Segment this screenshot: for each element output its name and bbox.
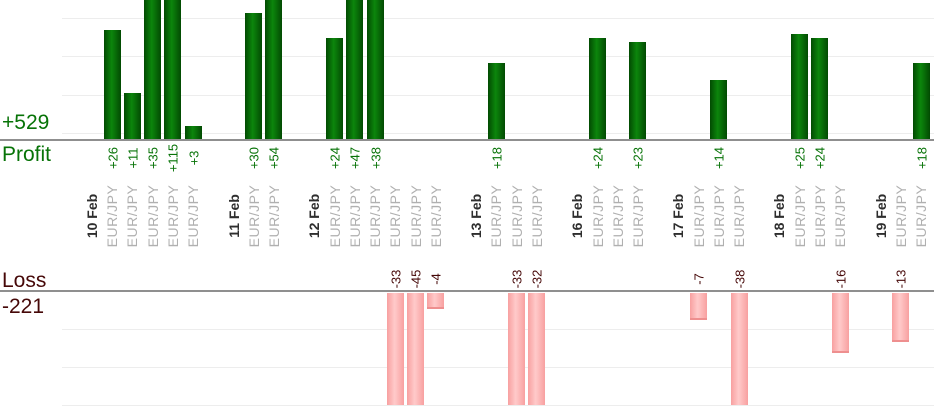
loss-bar	[831, 293, 849, 353]
profit-value-label: +38	[368, 146, 384, 170]
symbol-label: EUR/JPY	[144, 184, 161, 248]
date-label: 18 Feb	[771, 193, 788, 239]
loss-bar	[528, 293, 546, 405]
profit-bar	[912, 63, 930, 139]
loss-bar	[508, 293, 526, 405]
loss-value-label: -16	[833, 269, 849, 289]
profit-bar	[265, 0, 283, 139]
loss-total-label: -221	[2, 295, 45, 318]
profit-value-label: +14	[711, 146, 727, 170]
loss-value-label: -7	[691, 273, 707, 285]
profit-bar	[103, 29, 121, 139]
profit-baseline	[0, 139, 934, 141]
profit-value-label: +30	[246, 146, 262, 170]
gridline	[62, 405, 934, 406]
symbol-label: EUR/JPY	[791, 184, 808, 248]
loss-value-label: -32	[529, 269, 545, 289]
date-label: 11 Feb	[225, 194, 242, 238]
profit-bar	[366, 0, 384, 139]
profit-value-label: +18	[489, 146, 505, 170]
symbol-label: EUR/JPY	[832, 184, 849, 248]
loss-value-label: -33	[388, 269, 404, 289]
symbol-label: EUR/JPY	[913, 184, 930, 248]
profit-bar	[589, 38, 606, 139]
loss-value-label: -38	[732, 269, 748, 289]
profit-value-label: +54	[266, 146, 282, 170]
symbol-label: EUR/JPY	[164, 184, 181, 248]
symbol-label: EUR/JPY	[488, 184, 505, 248]
profit-bar	[791, 34, 809, 139]
profit-value-label: +115	[165, 143, 181, 173]
loss-bar	[386, 293, 404, 405]
profit-value-label: +24	[812, 146, 828, 170]
profit-bar	[487, 63, 505, 139]
profit-value-label: +18	[914, 146, 930, 170]
profit-value-label: +26	[105, 146, 121, 170]
symbol-label: EUR/JPY	[387, 184, 404, 248]
symbol-label: EUR/JPY	[690, 184, 707, 248]
symbol-label: EUR/JPY	[731, 184, 748, 248]
symbol-label: EUR/JPY	[811, 184, 828, 248]
profit-value-label: +24	[590, 146, 606, 170]
date-label: 17 Feb	[670, 193, 687, 239]
profit-bar	[123, 92, 141, 139]
gridline	[62, 56, 934, 57]
date-label: 13 Feb	[468, 193, 485, 239]
loss-bar	[690, 293, 708, 321]
profit-total-label: +529	[2, 111, 50, 134]
loss-axis-label: Loss	[2, 269, 47, 292]
gridline	[62, 329, 934, 330]
profit-bar	[629, 42, 647, 139]
profit-value-label: +47	[347, 146, 363, 170]
symbol-label: EUR/JPY	[629, 184, 646, 248]
date-label: 10 Feb	[84, 193, 100, 239]
profit-axis-label: Profit	[2, 143, 52, 166]
loss-bar	[407, 293, 425, 405]
profit-bar	[811, 38, 829, 139]
symbol-label: EUR/JPY	[528, 184, 545, 248]
symbol-label: EUR/JPY	[508, 184, 525, 248]
symbol-label: EUR/JPY	[245, 184, 262, 248]
profit-bar	[245, 13, 263, 139]
date-label: 16 Feb	[569, 193, 586, 239]
profit-bar	[164, 0, 182, 139]
loss-bar	[730, 293, 748, 405]
symbol-label: EUR/JPY	[407, 184, 424, 248]
date-label: 19 Feb	[872, 193, 889, 239]
profit-value-label: +24	[327, 146, 343, 170]
symbol-label: EUR/JPY	[609, 184, 626, 248]
loss-bar	[892, 293, 910, 342]
symbol-label: EUR/JPY	[326, 184, 343, 248]
loss-value-label: -33	[509, 269, 525, 289]
symbol-label: EUR/JPY	[710, 184, 727, 248]
symbol-label: EUR/JPY	[589, 184, 606, 248]
profit-bar	[326, 38, 344, 139]
symbol-label: EUR/JPY	[367, 184, 384, 248]
loss-baseline	[0, 290, 934, 292]
loss-value-label: -45	[408, 269, 424, 289]
profit-bar	[346, 0, 364, 139]
profit-value-label: +23	[630, 146, 646, 170]
symbol-label: EUR/JPY	[427, 184, 444, 248]
profit-bar	[710, 80, 728, 139]
profit-value-label: +3	[186, 150, 202, 166]
loss-bar	[427, 293, 445, 310]
profit-value-label: +35	[145, 146, 161, 170]
symbol-label: EUR/JPY	[265, 184, 282, 248]
symbol-label: EUR/JPY	[346, 184, 363, 248]
loss-value-label: -4	[428, 273, 444, 285]
gridline	[62, 367, 934, 368]
loss-value-label: -13	[893, 269, 909, 289]
symbol-label: EUR/JPY	[104, 184, 121, 248]
profit-value-label: +11	[125, 147, 141, 169]
profit-bar	[184, 126, 202, 139]
date-label: 12 Feb	[306, 193, 323, 239]
profit-value-label: +25	[792, 146, 808, 170]
symbol-label: EUR/JPY	[185, 184, 202, 248]
gridline	[62, 18, 934, 19]
symbol-label: EUR/JPY	[892, 184, 909, 248]
profit-bar	[144, 0, 162, 139]
symbol-label: EUR/JPY	[124, 184, 141, 248]
